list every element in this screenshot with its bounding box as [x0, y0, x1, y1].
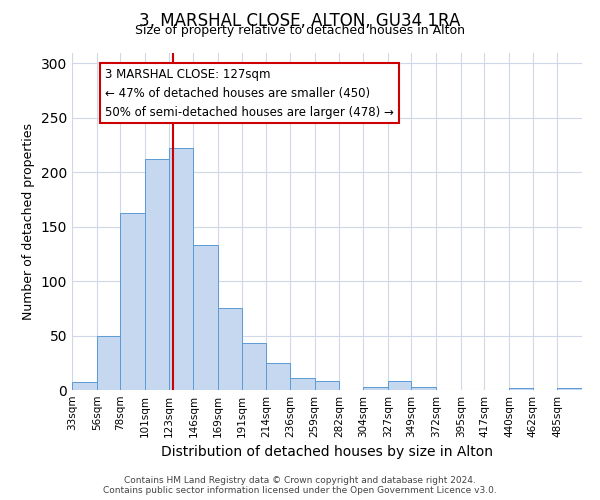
Bar: [266, 363, 290, 390]
Bar: [121, 212, 145, 390]
Bar: [72, 382, 97, 390]
Text: 3 MARSHAL CLOSE: 127sqm
← 47% of detached houses are smaller (450)
50% of semi-d: 3 MARSHAL CLOSE: 127sqm ← 47% of detache…: [105, 68, 394, 118]
Text: 3, MARSHAL CLOSE, ALTON, GU34 1RA: 3, MARSHAL CLOSE, ALTON, GU34 1RA: [139, 12, 461, 30]
X-axis label: Distribution of detached houses by size in Alton: Distribution of detached houses by size …: [161, 446, 493, 460]
Text: Contains HM Land Registry data © Crown copyright and database right 2024.
Contai: Contains HM Land Registry data © Crown c…: [103, 476, 497, 495]
Text: Size of property relative to detached houses in Alton: Size of property relative to detached ho…: [135, 24, 465, 37]
Bar: [363, 386, 388, 390]
Bar: [242, 343, 266, 390]
Bar: [145, 159, 169, 390]
Y-axis label: Number of detached properties: Number of detached properties: [22, 122, 35, 320]
Bar: [218, 308, 242, 390]
Bar: [97, 336, 121, 390]
Bar: [314, 382, 340, 390]
Bar: [509, 388, 533, 390]
Bar: [169, 148, 193, 390]
Bar: [557, 388, 582, 390]
Bar: [411, 386, 436, 390]
Bar: [388, 382, 411, 390]
Bar: [193, 245, 218, 390]
Bar: [290, 378, 314, 390]
